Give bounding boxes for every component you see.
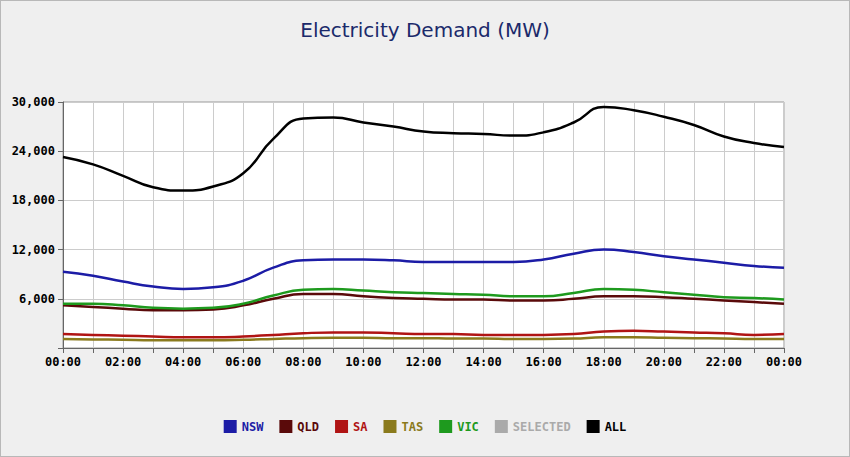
svg-text:30,000: 30,000 [12,95,55,109]
svg-text:NSW: NSW [242,420,264,434]
svg-text:QLD: QLD [297,420,319,434]
svg-text:18,000: 18,000 [12,193,55,207]
svg-text:12,000: 12,000 [12,243,55,257]
svg-text:10:00: 10:00 [345,355,381,369]
svg-text:VIC: VIC [457,420,479,434]
svg-text:00:00: 00:00 [766,355,802,369]
svg-text:16:00: 16:00 [526,355,562,369]
svg-text:20:00: 20:00 [646,355,682,369]
svg-text:06:00: 06:00 [225,355,261,369]
svg-text:ALL: ALL [605,420,627,434]
svg-text:00:00: 00:00 [45,355,81,369]
svg-text:TAS: TAS [401,420,423,434]
svg-text:04:00: 04:00 [165,355,201,369]
svg-text:SA: SA [353,420,368,434]
svg-text:22:00: 22:00 [706,355,742,369]
svg-text:24,000: 24,000 [12,144,55,158]
svg-text:18:00: 18:00 [586,355,622,369]
svg-text:6,000: 6,000 [19,292,55,306]
svg-text:08:00: 08:00 [285,355,321,369]
svg-text:SELECTED: SELECTED [513,420,571,434]
svg-text:12:00: 12:00 [405,355,441,369]
svg-text:Electricity Demand (MW): Electricity Demand (MW) [300,18,550,42]
svg-text:14:00: 14:00 [466,355,502,369]
svg-text:02:00: 02:00 [105,355,141,369]
